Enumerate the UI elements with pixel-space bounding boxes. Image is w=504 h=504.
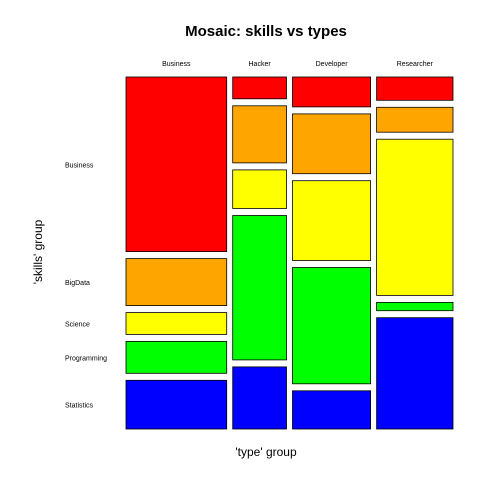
column-label: Researcher [397,61,434,68]
y-axis-label: 'skills' group [31,219,45,284]
mosaic-cell [232,105,287,164]
column-label: Developer [316,61,349,68]
column-label: Hacker [249,61,272,68]
mosaic-cell [232,215,287,361]
mosaic-cell [376,317,454,430]
row-label: Science [65,322,90,329]
mosaic-cell [376,301,454,312]
row-label: Statistics [65,403,94,410]
row-label: BigData [65,280,90,287]
mosaic-cell [376,138,454,296]
mosaic-cell [292,180,371,261]
mosaic-cell [232,169,287,209]
mosaic-cell [292,76,371,108]
mosaic-cell [292,390,371,430]
mosaic-cell [232,366,287,430]
mosaic-cell [125,76,228,253]
mosaic-cell [292,113,371,175]
mosaic-cell [232,76,287,100]
mosaic-cell [376,76,454,101]
row-labels: Business BigData Science Programming Statist… [65,162,107,409]
mosaic-cell [292,267,371,385]
x-axis-label: 'type' group [235,445,297,459]
mosaic-cell [125,379,228,430]
mosaic-cell [376,106,454,133]
row-label: Business [65,162,94,169]
mosaic-cells [125,76,454,430]
chart-title: Mosaic: skills vs types [185,23,347,40]
mosaic-cell [125,258,228,307]
row-label: Programming [65,355,107,362]
mosaic-cell [125,340,228,374]
mosaic-cell [125,312,228,335]
column-label: Business [162,61,191,68]
column-labels: Business Hacker Developer Researcher [162,61,433,68]
